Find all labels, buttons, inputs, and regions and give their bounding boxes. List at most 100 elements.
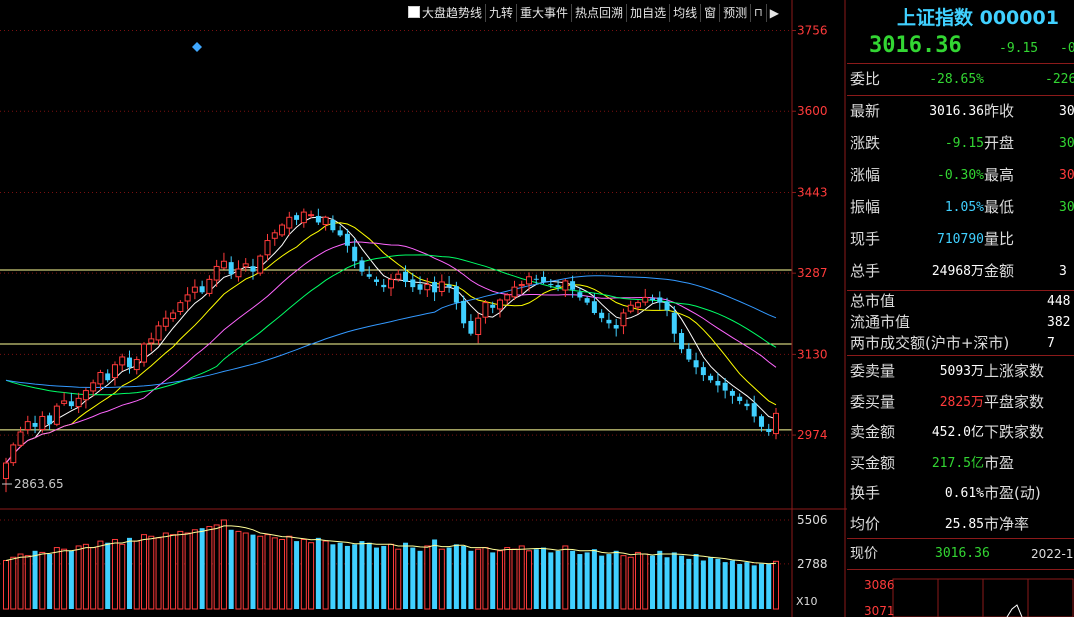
lock-icon[interactable]: ⊓ <box>750 4 766 22</box>
toolbar-window[interactable]: 窗 <box>700 4 719 22</box>
candle-body[interactable] <box>68 401 74 407</box>
candle-body[interactable] <box>744 403 750 407</box>
candle-body[interactable] <box>664 301 670 311</box>
candle-body[interactable] <box>410 279 416 288</box>
candle-body[interactable] <box>97 371 104 385</box>
candle-body[interactable] <box>24 421 31 431</box>
candle-body[interactable] <box>758 416 764 427</box>
candle-body[interactable] <box>315 215 321 223</box>
candle-body[interactable] <box>584 298 590 303</box>
expand-arrow-icon[interactable]: ▶ <box>765 4 782 22</box>
candle-body[interactable] <box>206 278 213 294</box>
candle-body[interactable] <box>599 312 605 319</box>
candle-body[interactable] <box>184 294 191 302</box>
candle-body[interactable] <box>286 216 293 229</box>
candle-body[interactable] <box>271 232 278 239</box>
candle-body[interactable] <box>679 333 685 350</box>
candle-body[interactable] <box>3 462 9 480</box>
candle-body[interactable] <box>250 266 256 272</box>
candle-body[interactable] <box>388 278 394 289</box>
candle-body[interactable] <box>722 382 728 391</box>
candle-body[interactable] <box>518 284 525 287</box>
candle-body[interactable] <box>555 285 561 288</box>
event-marker-icon[interactable] <box>192 42 202 52</box>
candle-body[interactable] <box>475 317 482 336</box>
candle-body[interactable] <box>381 284 387 288</box>
candle-body[interactable] <box>453 286 459 303</box>
candle-body[interactable] <box>766 428 772 432</box>
candle-body[interactable] <box>126 357 132 368</box>
candle-body[interactable] <box>344 233 350 246</box>
candle-body[interactable] <box>468 320 474 334</box>
candle-body[interactable] <box>373 279 379 282</box>
candle-body[interactable] <box>490 304 496 308</box>
toolbar-hot-review[interactable]: 热点回溯 <box>571 4 626 22</box>
candle-body[interactable] <box>613 325 619 329</box>
candle-body[interactable] <box>90 382 97 392</box>
candle-body[interactable] <box>279 224 286 236</box>
candle-body[interactable] <box>257 255 264 274</box>
candle-body[interactable] <box>657 297 663 303</box>
candle-body[interactable] <box>148 338 155 344</box>
candle-body[interactable] <box>177 302 184 312</box>
candle-body[interactable] <box>562 280 569 291</box>
candle-body[interactable] <box>395 273 402 280</box>
candle-body[interactable] <box>693 360 699 368</box>
candle-body[interactable] <box>496 299 503 310</box>
candle-body[interactable] <box>627 304 634 312</box>
candle-body[interactable] <box>133 359 140 371</box>
toolbar-add-watchlist[interactable]: 加自选 <box>626 4 669 22</box>
candle-body[interactable] <box>359 260 365 272</box>
candle-body[interactable] <box>300 211 307 224</box>
candle-body[interactable] <box>352 246 358 262</box>
candle-body[interactable] <box>111 364 118 379</box>
candle-body[interactable] <box>403 271 409 282</box>
candle-body[interactable] <box>650 298 656 301</box>
candle-body[interactable] <box>446 284 452 288</box>
candle-body[interactable] <box>700 367 706 376</box>
candle-body[interactable] <box>170 312 177 320</box>
candle-body[interactable] <box>337 230 343 236</box>
candle-body[interactable] <box>220 260 227 269</box>
candle-body[interactable] <box>10 444 17 464</box>
candle-body[interactable] <box>541 276 547 282</box>
candle-body[interactable] <box>708 375 714 381</box>
checkbox-icon[interactable] <box>408 6 420 18</box>
candle-body[interactable] <box>577 292 583 298</box>
candle-body[interactable] <box>729 390 735 396</box>
candle-body[interactable] <box>417 284 423 290</box>
candle-body[interactable] <box>686 348 692 360</box>
candle-body[interactable] <box>432 281 438 293</box>
candle-body[interactable] <box>642 296 649 303</box>
candle-body[interactable] <box>424 284 431 291</box>
candle-body[interactable] <box>461 300 467 324</box>
candle-body[interactable] <box>162 317 169 327</box>
candle-body[interactable] <box>264 240 271 256</box>
candle-body[interactable] <box>32 422 38 427</box>
candle-body[interactable] <box>533 278 539 280</box>
candle-body[interactable] <box>191 286 198 293</box>
candle-body[interactable] <box>591 301 597 313</box>
candle-body[interactable] <box>671 312 677 334</box>
candle-body[interactable] <box>294 215 300 220</box>
candle-body[interactable] <box>715 381 721 386</box>
candle-body[interactable] <box>366 274 372 277</box>
toolbar-forecast[interactable]: 预测 <box>719 4 750 22</box>
candle-body[interactable] <box>511 286 518 298</box>
candle-body[interactable] <box>751 403 757 417</box>
candle-body[interactable] <box>199 286 205 293</box>
candle-body[interactable] <box>526 276 533 285</box>
candle-body[interactable] <box>620 312 627 327</box>
candle-body[interactable] <box>242 263 249 268</box>
candle-body[interactable] <box>606 319 612 324</box>
candle-body[interactable] <box>47 415 53 425</box>
candle-body[interactable] <box>330 219 336 231</box>
candle-body[interactable] <box>141 343 148 363</box>
candle-body[interactable] <box>155 325 162 341</box>
candle-body[interactable] <box>308 214 315 217</box>
candle-body[interactable] <box>228 262 234 275</box>
toolbar-ma[interactable]: 均线 <box>669 4 700 22</box>
candle-body[interactable] <box>61 400 68 404</box>
toolbar-major-events[interactable]: 重大事件 <box>516 4 571 22</box>
toolbar-trend-toggle[interactable]: 大盘趋势线 <box>405 4 485 22</box>
